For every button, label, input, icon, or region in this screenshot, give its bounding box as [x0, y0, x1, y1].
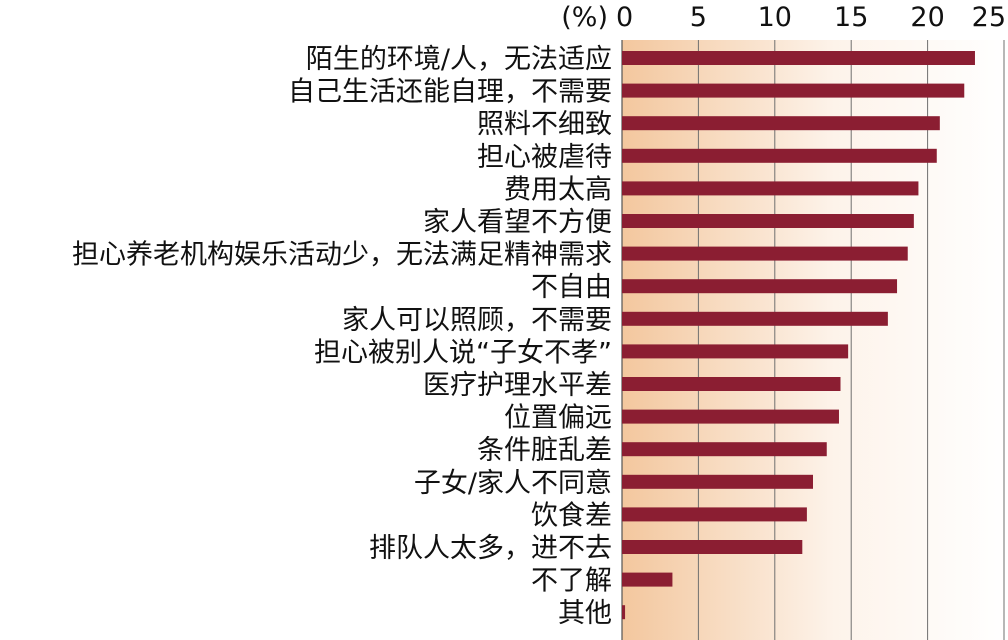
bars [622, 51, 975, 620]
x-tick-label: 20 [910, 2, 944, 33]
x-tick-label: 10 [758, 2, 792, 33]
bar [622, 344, 849, 359]
category-label: 子女/家人不同意 [414, 468, 612, 499]
category-label: 其他 [558, 598, 612, 629]
bar [622, 507, 807, 522]
bar [622, 148, 937, 163]
category-label: 担心养老机构娱乐活动少，无法满足精神需求 [72, 240, 612, 271]
bar [622, 181, 919, 196]
category-label: 担心被别人说“子女不孝” [314, 337, 612, 368]
category-label: 医疗护理水平差 [423, 370, 612, 401]
category-label: 费用太高 [504, 174, 612, 205]
category-labels: 陌生的环境/人，无法适应自己生活还能自理，不需要照料不细致担心被虐待费用太高家人… [72, 44, 612, 629]
bar [622, 311, 888, 326]
bar [622, 474, 813, 489]
category-label: 陌生的环境/人，无法适应 [306, 44, 612, 75]
x-tick-label: 0 [616, 2, 633, 33]
bar [622, 116, 940, 131]
x-tick-label: 5 [690, 2, 707, 33]
category-label: 自己生活还能自理，不需要 [288, 77, 612, 108]
x-tick-label: 15 [834, 2, 868, 33]
axis-unit-label: (%) [561, 2, 608, 33]
bar [622, 572, 673, 587]
bar [622, 214, 914, 228]
bar [622, 246, 908, 261]
category-label: 家人看望不方便 [423, 207, 612, 238]
bar [622, 409, 839, 424]
bar [622, 83, 965, 98]
bar [622, 605, 626, 620]
category-label: 不了解 [531, 566, 612, 597]
category-label: 家人可以照顾，不需要 [342, 305, 612, 336]
bar [622, 51, 975, 65]
category-label: 饮食差 [531, 500, 612, 531]
grid-lines [621, 40, 1005, 640]
x-tick-labels: 0 5 10 15 20 25 [616, 2, 1006, 33]
category-label: 位置偏远 [504, 403, 612, 434]
bar [622, 377, 841, 391]
bar [622, 279, 898, 294]
bar [622, 540, 803, 554]
category-label: 条件脏乱差 [477, 435, 612, 466]
x-tick-label: 25 [972, 2, 1006, 33]
category-label: 担心被虐待 [477, 142, 612, 173]
category-label: 不自由 [531, 272, 612, 303]
category-label: 排队人太多，进不去 [369, 533, 612, 564]
bar [622, 442, 827, 457]
category-label: 照料不细致 [477, 109, 612, 140]
